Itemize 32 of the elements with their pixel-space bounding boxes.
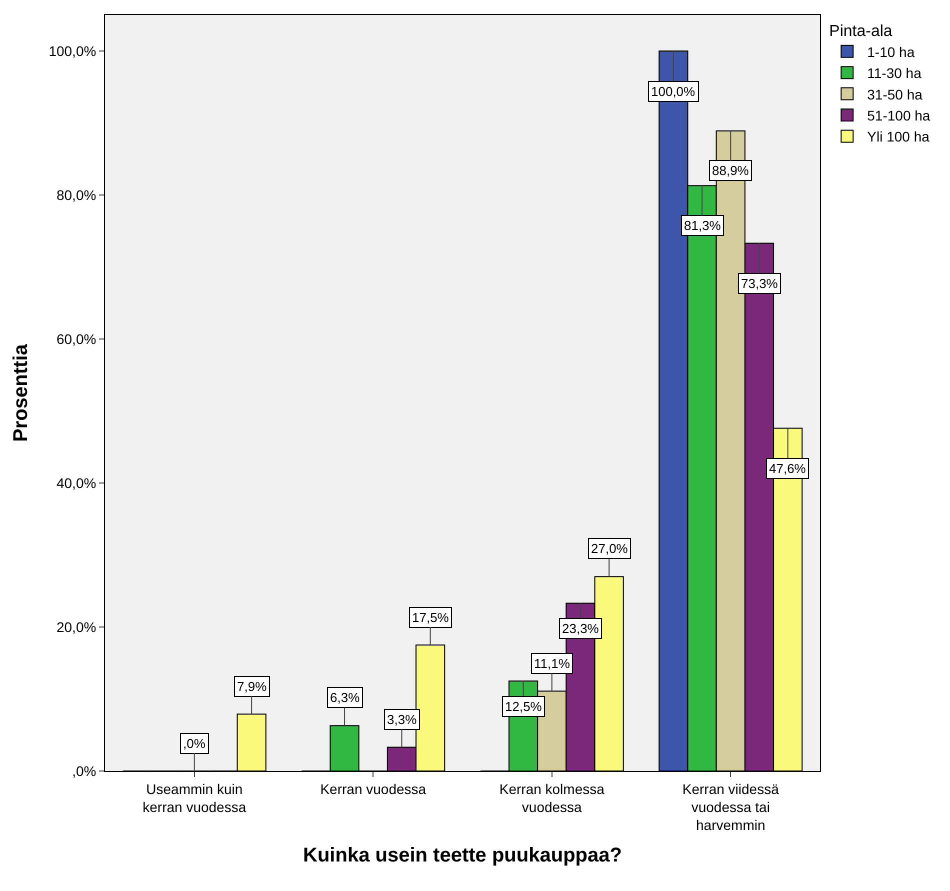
y-tick-label: 80,0% — [56, 186, 96, 203]
data-label: 17,5% — [412, 610, 450, 625]
legend-title: Pinta-ala — [829, 22, 892, 40]
legend-label: 31-50 ha — [867, 86, 923, 102]
legend-label: 11-30 ha — [867, 65, 922, 82]
y-tick-label: 20,0% — [56, 618, 96, 635]
y-tick-label: 60,0% — [56, 330, 96, 347]
x-tick-label: Kerran viidessä vuodessa tai harvemmin — [682, 780, 780, 834]
y-tick-label: 100,0% — [48, 42, 96, 59]
data-label: 23,3% — [562, 621, 600, 636]
y-tick-label: 40,0% — [56, 474, 96, 491]
x-tick-label: Kerran kolmessa vuodessa — [499, 780, 605, 815]
y-axis-title: Prosenttia — [10, 343, 32, 442]
data-label: 73,3% — [741, 276, 778, 291]
data-label: 47,6% — [769, 461, 806, 476]
x-tick-label: Useammin kuin kerran vuodessa — [142, 780, 246, 815]
data-label: 100,0% — [651, 84, 696, 99]
data-label: 7,9% — [237, 679, 268, 694]
data-label: 6,3% — [330, 690, 360, 705]
y-tick-label: ,0% — [72, 762, 96, 779]
data-label: 88,9% — [712, 163, 750, 178]
legend-label: Yli 100 ha — [867, 128, 930, 145]
data-label: 3,3% — [387, 712, 418, 727]
data-label: ,0% — [183, 736, 206, 751]
data-label: 27,0% — [591, 541, 628, 556]
legend-label: 1-10 ha — [867, 44, 915, 60]
x-axis-title: Kuinka usein teette puukauppaa? — [303, 844, 622, 867]
legend-label: 51-100 ha — [867, 107, 930, 124]
data-label: 81,3% — [684, 218, 722, 233]
data-label: 12,5% — [505, 699, 542, 714]
x-tick-label: Kerran vuodessa — [320, 780, 426, 797]
data-label: 11,1% — [534, 656, 570, 671]
